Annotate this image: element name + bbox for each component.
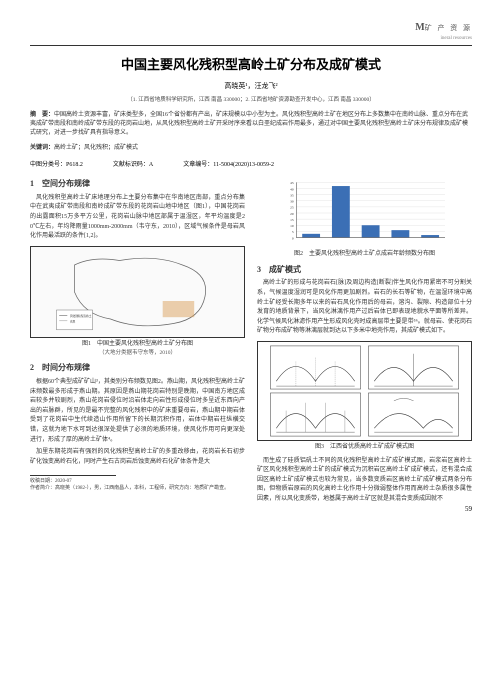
- section-2-body-1: 根据60个典型成矿矿山³，其类别分布频数见图2。燕山期，风化残积型高岭土矿床频数…: [30, 378, 245, 445]
- column-right: 0 5 10 15 20 25 30 35 40 45 图2 主要风化残积型高岭土矿点成岩年龄频数…: [257, 174, 472, 508]
- svg-text:25: 25: [290, 206, 294, 210]
- figure-3: 图3 江西省优质高岭土矿成矿模式图: [257, 341, 472, 453]
- figure-2-caption: 图2 主要风化残积型高岭土矿点成岩年龄频数分布图: [257, 250, 472, 260]
- figure-1: 风化残积型高岭土 省界 图1 中国主要风化残积型高岭土矿分布图 （大地分类据韦守…: [30, 246, 245, 358]
- abstract: 摘 要：中国高岭土资源丰富，矿床类型多，全国16个省份都有产出，矿床规模以中小型…: [30, 111, 472, 138]
- section-1-body: 风化残积型高岭土矿床地理分布上主要分布集中在华南地区南部，重点分布集中在武夷成矿…: [30, 194, 245, 242]
- section-2-title: 2 时间分布规律: [30, 362, 245, 375]
- article-id-value: 11-5004(2020)13-0059-2: [213, 162, 274, 168]
- diagram-box: [257, 341, 472, 441]
- diagram-panel-1: [270, 346, 360, 389]
- header-rule: [30, 45, 472, 46]
- section-3-body-1: 高岭土矿的形成与花岗岩石[脉]及周边构造[断裂]伴生风化作用紧密不可分割关系，气…: [257, 279, 472, 337]
- abstract-label: 摘 要：: [30, 112, 54, 118]
- article-id-label: 文章编号：: [183, 162, 213, 168]
- svg-text:15: 15: [290, 218, 294, 222]
- footnote-rule: [30, 475, 116, 476]
- section-3-body-2: 而生成了硅质铝矾土不同的风化残积型高岭土矿成矿模式图，岩浆岩区高岭土矿区风化残积…: [257, 457, 472, 505]
- abstract-text: 中国高岭土资源丰富，矿床类型多，全国16个省份都有产出，矿床规模以中小型为主。风…: [30, 112, 468, 136]
- svg-text:0: 0: [292, 236, 294, 240]
- highlight-region: [163, 301, 195, 317]
- svg-text:20: 20: [290, 212, 294, 216]
- svg-text:45: 45: [290, 181, 294, 185]
- svg-text:40: 40: [290, 187, 294, 191]
- svg-text:35: 35: [290, 193, 294, 197]
- svg-text:10: 10: [290, 224, 294, 228]
- clc-label: 中图分类号：: [30, 162, 66, 168]
- figure-2: 0 5 10 15 20 25 30 35 40 45 图2 主要风化残积型高岭土矿点成岩年龄频数…: [257, 178, 472, 260]
- doccode-value: A: [149, 162, 153, 168]
- section-3-title: 3 成矿模式: [257, 264, 472, 277]
- svg-text:30: 30: [290, 200, 294, 204]
- map-svg: 风化残积型高岭土 省界: [31, 247, 244, 337]
- diagram-panel-2: [368, 346, 458, 389]
- keywords-text: 高岭土矿；风化残积；成矿模式: [54, 145, 138, 151]
- keywords: 关键词：高岭土矿；风化残积；成矿模式: [30, 144, 472, 153]
- figure-1-subcaption: （大地分类据韦守东等，2010）: [30, 349, 245, 358]
- figure-1-caption: 图1 中国主要风化残积型高岭土矿分布图: [30, 340, 245, 350]
- diagram-svg: [258, 342, 471, 440]
- footnote-author: 作者简介：高晓英（1982-），男，江西南昌人，本科，工程师，研究方向：地质矿产…: [30, 485, 245, 492]
- columns: 1 空间分布规律 风化残积型高岭土矿床地理分布上主要分布集中在华南地区南部，重点…: [30, 174, 472, 508]
- page-number: 59: [465, 505, 472, 513]
- journal-header: M矿 产 资 源 ineral resources: [30, 22, 472, 41]
- column-left: 1 空间分布规律 风化残积型高岭土矿床地理分布上主要分布集中在华南地区南部，重点…: [30, 174, 245, 508]
- section-2-body-2: 加里东期花岗岩有强烈的风化残积型高岭土矿的多重改移由，花岗岩长石初步矿化蚀变高岭…: [30, 448, 245, 467]
- diagram-panel-3: [270, 393, 360, 436]
- bar-chart-svg: 0 5 10 15 20 25 30 35 40 45: [257, 178, 472, 248]
- chart-box: 0 5 10 15 20 25 30 35 40 45: [257, 178, 472, 248]
- section-1-title: 1 空间分布规律: [30, 178, 245, 191]
- meta-row: 中图分类号：P618.2 文献标识码：A 文章编号：11-5004(2020)1…: [30, 159, 472, 168]
- journal-letter: M: [415, 22, 424, 33]
- diagram-panel-4: [368, 393, 458, 436]
- map-box: 风化残积型高岭土 省界: [30, 246, 245, 338]
- figure-3-caption: 图3 江西省优质高岭土矿成矿模式图: [257, 443, 472, 453]
- article-title: 中国主要风化残积型高岭土矿分布及成矿模式: [30, 54, 472, 73]
- footnote-received: 收稿日期：2020-07: [30, 478, 245, 485]
- doccode-label: 文献标识码：: [113, 162, 149, 168]
- clc-value: P618.2: [66, 162, 83, 168]
- affiliation: （1. 江西省地质科学研究所，江西 南昌 330000；2. 江西省地矿资源勘查…: [30, 95, 472, 103]
- journal-name-cn: 矿 产 资 源: [425, 24, 472, 32]
- authors: 高晓英¹，汪龙飞²: [30, 81, 472, 91]
- journal-name-en: ineral resources: [440, 36, 472, 41]
- page: M矿 产 资 源 ineral resources 中国主要风化残积型高岭土矿分…: [0, 0, 502, 523]
- svg-text:5: 5: [292, 230, 294, 234]
- legend-text-2: 省界: [70, 319, 76, 323]
- legend-text-1: 风化残积型高岭土: [70, 314, 92, 318]
- keywords-label: 关键词：: [30, 145, 54, 151]
